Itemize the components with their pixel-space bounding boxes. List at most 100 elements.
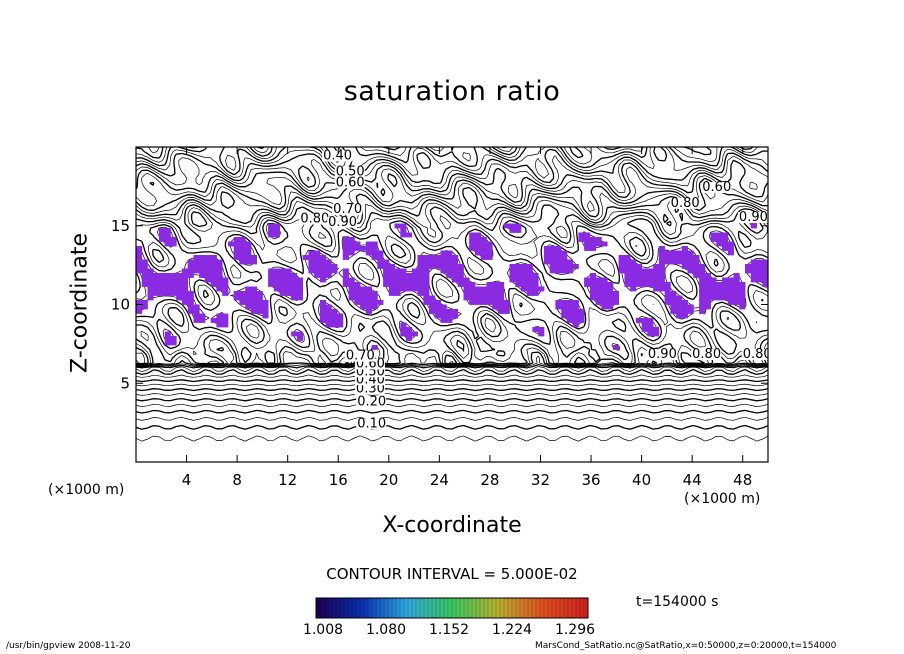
shaded-cell — [245, 295, 252, 301]
shaded-cell — [601, 241, 608, 247]
shaded-cell — [595, 300, 602, 305]
shaded-cell — [406, 286, 413, 292]
shaded-cell — [204, 264, 212, 269]
shaded-cell — [727, 246, 734, 251]
shaded-cell — [193, 268, 200, 274]
shaded-cell — [532, 291, 539, 296]
contour-interval-label: CONTOUR INTERVAL = 5.000E-02 — [0, 565, 904, 583]
shaded-cell — [561, 309, 568, 314]
shaded-cell — [348, 250, 355, 256]
shaded-cell — [658, 286, 665, 292]
shaded-cell — [365, 291, 372, 296]
shaded-cell — [273, 273, 281, 278]
shaded-cell — [520, 264, 528, 269]
shaded-cell — [538, 286, 545, 292]
shaded-cell — [440, 304, 447, 310]
shaded-cell — [566, 313, 574, 319]
shaded-cell — [250, 295, 258, 301]
shaded-cell — [193, 255, 200, 260]
shaded-cell — [136, 300, 143, 305]
shaded-cell — [296, 331, 304, 337]
shaded-cell — [566, 300, 574, 305]
shaded-cell — [291, 331, 298, 337]
shaded-cell — [561, 255, 568, 260]
shaded-cell — [578, 232, 585, 238]
shaded-cell — [325, 264, 332, 269]
shaded-cell — [417, 282, 424, 287]
shaded-cell — [664, 250, 671, 256]
shaded-cell — [750, 223, 757, 229]
y-tick-label: 15 — [111, 217, 130, 235]
shaded-cell — [239, 246, 246, 251]
shaded-cell — [331, 309, 338, 314]
shaded-cell — [486, 255, 493, 260]
shaded-cell — [624, 273, 631, 278]
shaded-cell — [354, 246, 361, 251]
shaded-cell — [699, 282, 706, 287]
shaded-cell — [526, 268, 533, 274]
shaded-cell — [354, 291, 361, 296]
shaded-cell — [314, 255, 321, 260]
shaded-cell — [670, 255, 677, 260]
shaded-cell — [268, 268, 275, 274]
contour-label-bg — [701, 182, 732, 194]
contour-line — [136, 416, 768, 421]
shaded-cell — [452, 273, 459, 278]
shaded-cell — [486, 295, 493, 301]
shaded-cell — [176, 282, 183, 287]
shaded-cell — [664, 291, 671, 296]
colorbar-tick-label: 1.080 — [365, 622, 407, 638]
shaded-cell — [371, 255, 378, 260]
shaded-cell — [630, 264, 637, 269]
contour-label: 0.20 — [357, 394, 386, 409]
shaded-cell — [153, 286, 160, 292]
shaded-cell — [170, 340, 177, 346]
shaded-cell — [704, 304, 711, 310]
shaded-cell — [704, 291, 711, 296]
shaded-cell — [584, 277, 591, 283]
shaded-cell — [210, 264, 217, 269]
shaded-cell — [670, 291, 677, 296]
contour-label: 0.80 — [671, 196, 700, 211]
shaded-cell — [653, 282, 660, 287]
shaded-cell — [434, 300, 441, 305]
shaded-cell — [400, 228, 407, 233]
shaded-cell — [348, 241, 355, 247]
shaded-cell — [400, 223, 407, 229]
shaded-cell — [578, 318, 585, 323]
shaded-cell — [618, 255, 625, 260]
shaded-cell — [222, 322, 229, 328]
shaded-cell — [589, 241, 597, 247]
shaded-cell — [612, 345, 620, 350]
shaded-cell — [360, 291, 367, 296]
shaded-cell — [308, 255, 315, 260]
shaded-cell — [475, 250, 482, 256]
shaded-cell — [434, 304, 441, 310]
shaded-cell — [710, 232, 717, 238]
shaded-cell — [319, 255, 327, 260]
shaded-cell — [204, 273, 212, 278]
shaded-cell — [658, 282, 665, 287]
shaded-cell — [296, 295, 304, 301]
shaded-cell — [722, 237, 729, 242]
shaded-cell — [647, 273, 654, 278]
shaded-cell — [262, 304, 269, 310]
contour-line — [136, 211, 768, 365]
shaded-cell — [601, 295, 608, 301]
shaded-cell — [722, 282, 729, 287]
shaded-cell — [584, 282, 591, 287]
shaded-cell — [348, 237, 355, 242]
shaded-cell — [676, 295, 683, 301]
shaded-cell — [164, 228, 171, 233]
shaded-cell — [187, 291, 194, 296]
shaded-cell — [319, 313, 327, 319]
shaded-cell — [285, 282, 292, 287]
shaded-cell — [423, 286, 430, 292]
shaded-cell — [302, 255, 309, 260]
shaded-cell — [141, 259, 148, 265]
x-tick-label: 4 — [182, 471, 192, 489]
shaded-cell — [543, 246, 551, 251]
shaded-cell — [187, 264, 194, 269]
shaded-cell — [354, 241, 361, 247]
